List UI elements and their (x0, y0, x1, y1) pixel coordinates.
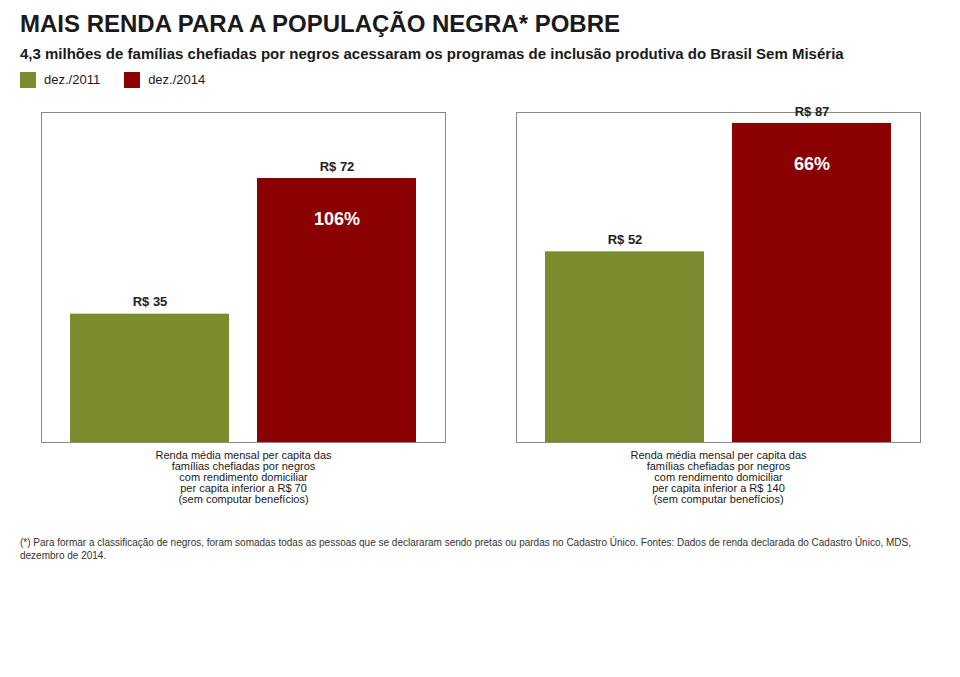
svg-text:Renda média mensal per capita: Renda média mensal per capita dasfamília… (155, 449, 332, 505)
svg-text:Renda média mensal per capita: Renda média mensal per capita dasfamília… (630, 449, 807, 505)
svg-text:66%: 66% (794, 154, 830, 174)
html-text:dez./2011: dez./2011 (44, 72, 101, 87)
svg-text:R$ 72: R$ 72 (320, 158, 355, 173)
html-text:MAIS RENDA PARA A POPULAÇÃO NE: MAIS RENDA PARA A POPULAÇÃO NEGRA* POBRE (20, 10, 620, 37)
svg-text:R$ 52: R$ 52 (608, 231, 643, 246)
svg-text:R$ 35: R$ 35 (133, 294, 168, 309)
html-text:4,3 milhões de famílias chefia: 4,3 milhões de famílias chefiadas por ne… (20, 45, 844, 62)
svg-text:106%: 106% (314, 209, 360, 229)
svg-text:R$ 87: R$ 87 (795, 103, 830, 118)
html-text:(*) Para formar a classificaçã: (*) Para formar a classificação de negro… (20, 536, 911, 561)
html-text:dez./2014: dez./2014 (148, 72, 206, 87)
